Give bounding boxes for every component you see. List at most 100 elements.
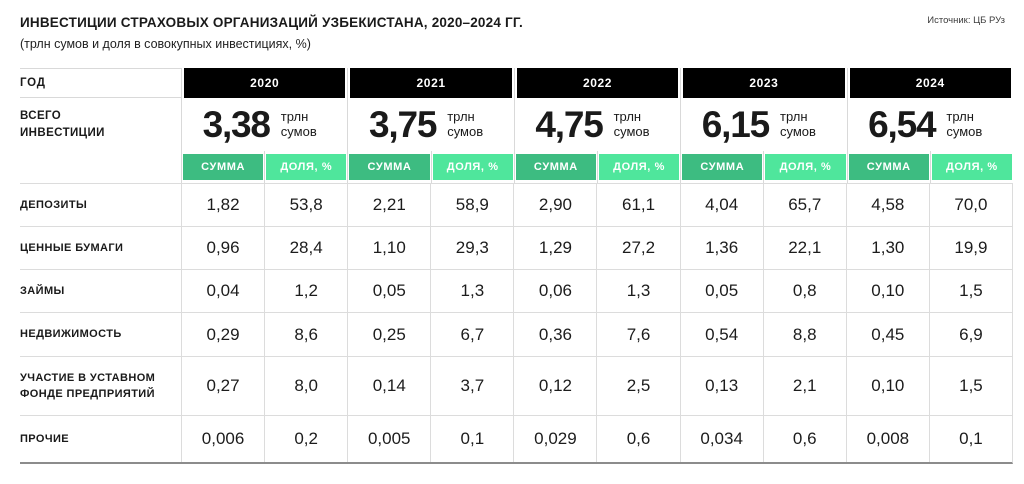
year-value: 2023	[683, 68, 845, 98]
total-2022: 4,75 трлн сумов	[513, 98, 680, 151]
row-label: ЗАЙМЫ	[20, 284, 65, 297]
subheader-share-2022: ДОЛЯ, %	[596, 151, 680, 183]
cell-value: 4,58	[845, 184, 929, 226]
cell-value: 28,4	[264, 227, 347, 269]
subheader-share-2023: ДОЛЯ, %	[763, 151, 846, 183]
cell-value: 0,005	[347, 416, 430, 462]
year-cell-2020: 2020	[181, 68, 347, 98]
cell-value: 1,3	[430, 270, 513, 312]
cell-value: 65,7	[762, 184, 846, 226]
cell-value: 0,45	[845, 313, 929, 356]
cell-value: 29,3	[430, 227, 513, 269]
cell-value: 0,12	[513, 357, 596, 415]
cell-value: 0,13	[679, 357, 763, 415]
subheader-sum-2023: СУММА	[680, 151, 763, 183]
cell-value: 0,05	[347, 270, 430, 312]
cell-value: 1,36	[679, 227, 763, 269]
cell-value: 0,029	[513, 416, 596, 462]
total-unit: трлн сумов	[447, 109, 484, 139]
year-value: 2020	[184, 68, 346, 98]
year-header-row: ГОД 2020 2021 2022 2023 2024	[20, 68, 1013, 98]
year-cell-2023: 2023	[680, 68, 846, 98]
total-value: 6,15	[701, 103, 770, 145]
cell-value: 0,6	[762, 416, 846, 462]
cell-value: 1,30	[845, 227, 929, 269]
cell-value: 0,04	[181, 270, 264, 312]
cell-value: 3,7	[430, 357, 513, 415]
subheader-sum-2021: СУММА	[347, 151, 430, 183]
cell-value: 19,9	[928, 227, 1012, 269]
total-unit: трлн сумов	[613, 109, 650, 139]
cell-value: 0,29	[181, 313, 264, 356]
total-value: 4,75	[535, 103, 603, 145]
cell-value: 0,36	[513, 313, 596, 356]
subheader-share-2024: ДОЛЯ, %	[929, 151, 1013, 183]
subheader-spacer	[20, 151, 181, 183]
cell-value: 0,008	[845, 416, 929, 462]
cell-value: 0,27	[181, 357, 264, 415]
cell-value: 1,2	[264, 270, 347, 312]
totals-row-label: ВСЕГО ИНВЕСТИЦИИ	[20, 109, 105, 139]
table-row-realestate: НЕДВИЖИМОСТЬ 0,29 8,6 0,25 6,7 0,36 7,6 …	[20, 312, 1012, 356]
row-label: ПРОЧИЕ	[20, 432, 70, 445]
cell-value: 2,90	[513, 184, 596, 226]
year-value: 2021	[350, 68, 512, 98]
cell-value: 0,1	[430, 416, 513, 462]
cell-value: 1,5	[928, 357, 1012, 415]
total-value: 6,54	[868, 103, 936, 145]
cell-value: 8,8	[762, 313, 846, 356]
cell-value: 7,6	[596, 313, 679, 356]
cell-value: 70,0	[928, 184, 1012, 226]
total-2020: 3,38 трлн сумов	[181, 98, 347, 151]
year-row-label: ГОД	[20, 68, 181, 98]
table-row-other: ПРОЧИЕ 0,006 0,2 0,005 0,1 0,029 0,6 0,0…	[20, 415, 1012, 462]
cell-value: 2,5	[596, 357, 679, 415]
page-subtitle: (трлн сумов и доля в совокупных инвестиц…	[20, 37, 311, 51]
cell-value: 22,1	[762, 227, 846, 269]
cell-value: 8,0	[264, 357, 347, 415]
cell-value: 0,14	[347, 357, 430, 415]
cell-value: 1,82	[181, 184, 264, 226]
subheader-share-2021: ДОЛЯ, %	[430, 151, 514, 183]
cell-value: 2,21	[347, 184, 430, 226]
subheader-row: СУММА ДОЛЯ, % СУММА ДОЛЯ, % СУММА ДОЛЯ, …	[20, 151, 1013, 183]
table-row-equity: УЧАСТИЕ В УСТАВНОМ ФОНДЕ ПРЕДПРИЯТИЙ 0,2…	[20, 356, 1012, 415]
row-label: УЧАСТИЕ В УСТАВНОМ ФОНДЕ ПРЕДПРИЯТИЙ	[20, 371, 156, 401]
cell-value: 1,29	[513, 227, 596, 269]
table-row-loans: ЗАЙМЫ 0,04 1,2 0,05 1,3 0,06 1,3 0,05 0,…	[20, 269, 1012, 312]
year-value: 2022	[516, 68, 679, 98]
cell-value: 1,5	[928, 270, 1012, 312]
cell-value: 0,10	[845, 357, 929, 415]
cell-value: 27,2	[596, 227, 679, 269]
cell-value: 0,05	[679, 270, 763, 312]
row-label: НЕДВИЖИМОСТЬ	[20, 328, 122, 341]
year-cell-2024: 2024	[846, 68, 1013, 98]
cell-value: 0,1	[928, 416, 1012, 462]
total-unit: трлн сумов	[280, 109, 317, 139]
table-row-securities: ЦЕННЫЕ БУМАГИ 0,96 28,4 1,10 29,3 1,29 2…	[20, 226, 1012, 269]
cell-value: 0,2	[264, 416, 347, 462]
total-unit: трлн сумов	[946, 109, 983, 139]
source-note: Источник: ЦБ РУз	[927, 15, 1005, 26]
cell-value: 0,25	[347, 313, 430, 356]
cell-value: 8,6	[264, 313, 347, 356]
cell-value: 2,1	[762, 357, 846, 415]
cell-value: 0,8	[762, 270, 846, 312]
year-cell-2022: 2022	[513, 68, 680, 98]
cell-value: 0,006	[181, 416, 264, 462]
year-cell-2021: 2021	[347, 68, 513, 98]
cell-value: 6,7	[430, 313, 513, 356]
cell-value: 0,034	[679, 416, 763, 462]
subheader-share-2020: ДОЛЯ, %	[264, 151, 347, 183]
cell-value: 0,10	[845, 270, 929, 312]
total-2021: 3,75 трлн сумов	[347, 98, 513, 151]
cell-value: 61,1	[596, 184, 679, 226]
totals-row: ВСЕГО ИНВЕСТИЦИИ 3,38 трлн сумов 3,75 тр…	[20, 98, 1013, 151]
cell-value: 53,8	[264, 184, 347, 226]
year-value: 2024	[849, 68, 1011, 98]
cell-value: 0,96	[181, 227, 264, 269]
data-rows: ДЕПОЗИТЫ 1,82 53,8 2,21 58,9 2,90 61,1 4…	[20, 183, 1013, 464]
subheader-sum-2020: СУММА	[181, 151, 264, 183]
total-2024: 6,54 трлн сумов	[846, 98, 1013, 151]
